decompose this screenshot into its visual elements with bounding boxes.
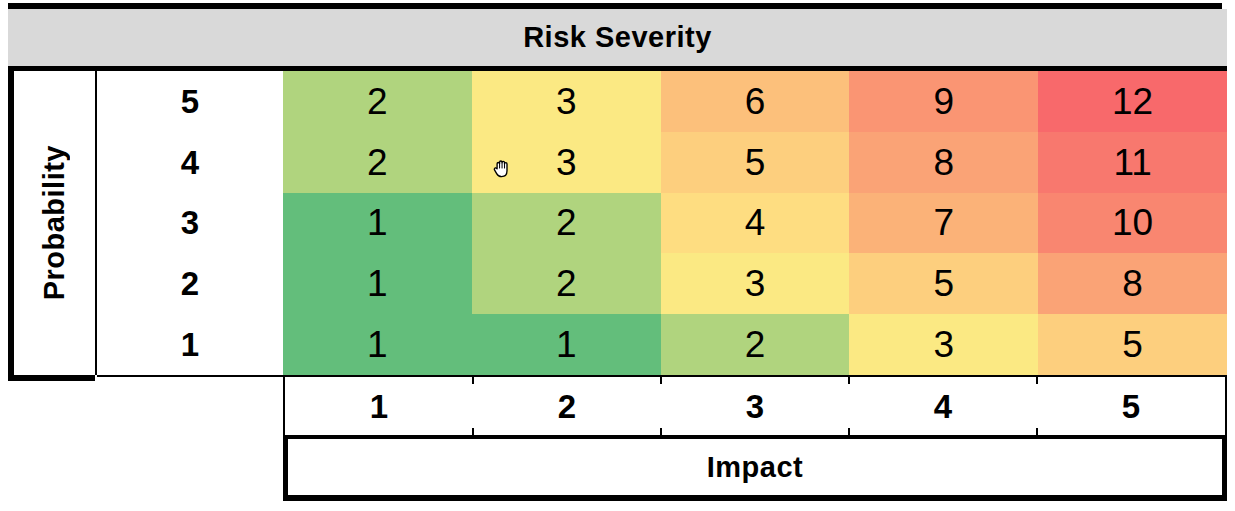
probability-bottom-border — [8, 375, 95, 381]
y-axis-values: 54321 — [97, 71, 283, 377]
matrix-cell[interactable]: 1 — [283, 314, 472, 375]
chart-title: Risk Severity — [523, 21, 712, 54]
x-axis-value: 2 — [473, 377, 661, 435]
matrix-grid: 2369122358111247101235811235 — [283, 71, 1227, 375]
matrix-cell[interactable]: 8 — [849, 132, 1038, 193]
x-axis-title-box: Impact — [283, 437, 1227, 501]
y-axis-value: 3 — [97, 193, 283, 254]
matrix-cell[interactable]: 1 — [283, 253, 472, 314]
matrix-cell[interactable]: 4 — [661, 193, 850, 254]
x-axis-value: 1 — [285, 377, 473, 435]
matrix-cell[interactable]: 3 — [849, 314, 1038, 375]
matrix-cell[interactable]: 5 — [849, 253, 1038, 314]
axis-tick — [1036, 428, 1038, 435]
x-axis-value: 3 — [661, 377, 849, 435]
x-axis-value: 4 — [849, 377, 1037, 435]
matrix-cell[interactable]: 1 — [283, 193, 472, 254]
matrix-cell[interactable]: 2 — [283, 71, 472, 132]
matrix-cell[interactable]: 2 — [472, 253, 661, 314]
matrix-cell[interactable]: 9 — [849, 71, 1038, 132]
matrix-cell[interactable]: 12 — [1038, 71, 1227, 132]
matrix-cell[interactable]: 3 — [472, 132, 661, 193]
matrix-cell[interactable]: 3 — [661, 253, 850, 314]
matrix-cell[interactable]: 8 — [1038, 253, 1227, 314]
matrix-cell[interactable]: 11 — [1038, 132, 1227, 193]
x-axis-title: Impact — [707, 451, 803, 484]
risk-matrix-chart: Risk Severity Probability 54321 23691223… — [0, 0, 1235, 511]
axis-tick — [1036, 377, 1038, 384]
y-axis-value: 5 — [97, 71, 283, 132]
matrix-cell[interactable]: 2 — [472, 193, 661, 254]
y-axis-value: 4 — [97, 132, 283, 193]
y-axis-value: 2 — [97, 253, 283, 314]
axis-tick — [472, 377, 474, 384]
axis-tick — [472, 428, 474, 435]
matrix-cell[interactable]: 7 — [849, 193, 1038, 254]
axis-tick — [660, 377, 662, 384]
matrix-cell[interactable]: 3 — [472, 71, 661, 132]
matrix-cell[interactable]: 2 — [283, 132, 472, 193]
axis-tick — [848, 428, 850, 435]
matrix-cell[interactable]: 10 — [1038, 193, 1227, 254]
title-bar: Risk Severity — [8, 9, 1227, 66]
x-axis-values: 12345 — [283, 375, 1227, 437]
axis-tick — [848, 377, 850, 384]
matrix-cell[interactable]: 5 — [1038, 314, 1227, 375]
x-axis-value: 5 — [1037, 377, 1225, 435]
y-axis-title: Probability — [38, 145, 71, 300]
matrix-cell[interactable]: 5 — [661, 132, 850, 193]
matrix-cell[interactable]: 1 — [472, 314, 661, 375]
y-axis-value: 1 — [97, 314, 283, 375]
matrix-cell[interactable]: 6 — [661, 71, 850, 132]
y-axis-title-cell: Probability — [14, 71, 97, 375]
axis-tick — [660, 428, 662, 435]
matrix-cell[interactable]: 2 — [661, 314, 850, 375]
